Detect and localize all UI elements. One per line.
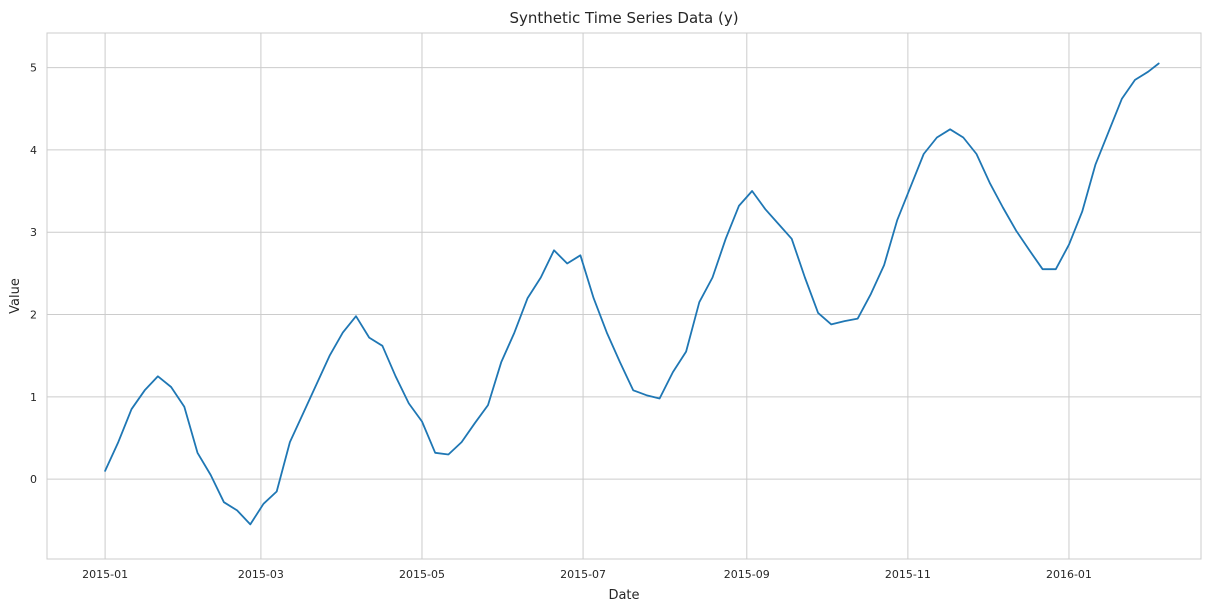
x-tick-label: 2015-07 <box>560 568 606 581</box>
x-tick-label: 2015-03 <box>238 568 284 581</box>
plot-frame <box>46 32 1202 560</box>
x-tick-label: 2015-11 <box>885 568 931 581</box>
series-line <box>104 62 1160 526</box>
chart-title: Synthetic Time Series Data (y) <box>509 9 738 27</box>
x-axis-label: Date <box>608 588 639 603</box>
x-tick-label: 2015-09 <box>724 568 770 581</box>
x-tick-label: 2015-05 <box>399 568 445 581</box>
tick-labels: 2015-01 2015-03 2015-05 2015-07 2015-09 2015-… <box>30 62 1092 581</box>
y-tick-label: 2 <box>30 309 37 322</box>
x-tick-label: 2015-01 <box>82 568 128 581</box>
y-tick-label: 4 <box>30 144 37 157</box>
y-tick-label: 3 <box>30 226 37 239</box>
x-tick-label: 2016-01 <box>1046 568 1092 581</box>
y-tick-label: 0 <box>30 473 37 486</box>
y-tick-label: 5 <box>30 62 37 75</box>
series-layer <box>104 62 1160 526</box>
y-axis-label: Value <box>8 278 23 314</box>
grid <box>47 33 1201 559</box>
y-tick-label: 1 <box>30 391 37 404</box>
